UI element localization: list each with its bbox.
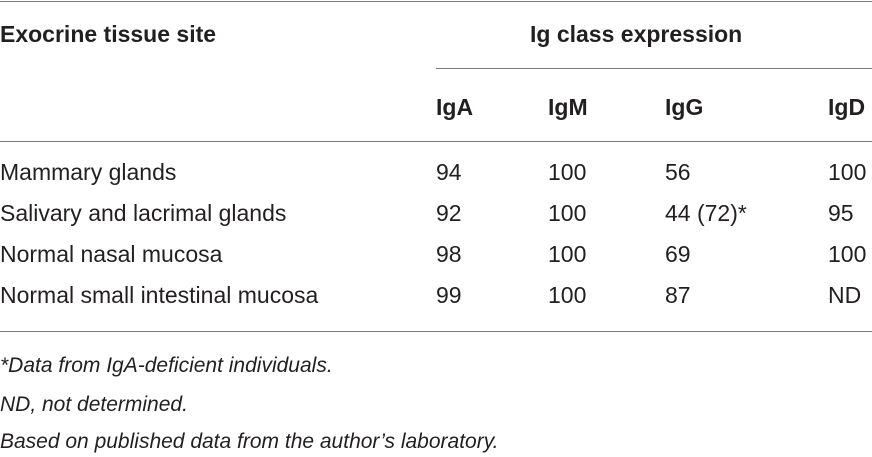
cell-igd: 95 xyxy=(828,200,854,226)
bottom-rule xyxy=(0,331,872,332)
cell-igm: 100 xyxy=(548,241,587,267)
column-header-igg: IgG xyxy=(665,94,704,120)
cell-igg: 56 xyxy=(665,159,691,185)
row-site-label: Normal nasal mucosa xyxy=(0,241,223,267)
footnote-source: Based on published data from the author’… xyxy=(0,430,499,453)
cell-igg: 87 xyxy=(665,282,691,308)
row-site-label: Normal small intestinal mucosa xyxy=(0,282,319,308)
cell-igg: 44 (72)* xyxy=(665,200,747,226)
header-ig-class-expression: Ig class expression xyxy=(530,21,743,47)
cell-igm: 100 xyxy=(548,200,587,226)
top-rule xyxy=(0,1,872,2)
footnote-iga-deficient: *Data from IgA-deficient individuals. xyxy=(0,354,333,377)
cell-igd: 100 xyxy=(828,241,867,267)
footnote-nd: ND, not determined. xyxy=(0,393,188,416)
cell-iga: 92 xyxy=(436,200,462,226)
header-rule xyxy=(0,141,872,142)
column-header-igm: IgM xyxy=(548,94,588,120)
cell-igd: ND xyxy=(828,282,862,308)
row-site-label: Mammary glands xyxy=(0,159,177,185)
cell-igd: 100 xyxy=(828,159,867,185)
group-underline xyxy=(436,68,872,69)
cell-iga: 94 xyxy=(436,159,462,185)
row-site-label: Salivary and lacrimal glands xyxy=(0,200,287,226)
cell-iga: 98 xyxy=(436,241,462,267)
column-header-iga: IgA xyxy=(436,94,474,120)
cell-iga: 99 xyxy=(436,282,462,308)
header-exocrine-tissue-site: Exocrine tissue site xyxy=(0,21,217,47)
cell-igm: 100 xyxy=(548,282,587,308)
cell-igg: 69 xyxy=(665,241,691,267)
cell-igm: 100 xyxy=(548,159,587,185)
column-header-igd: IgD xyxy=(828,94,866,120)
